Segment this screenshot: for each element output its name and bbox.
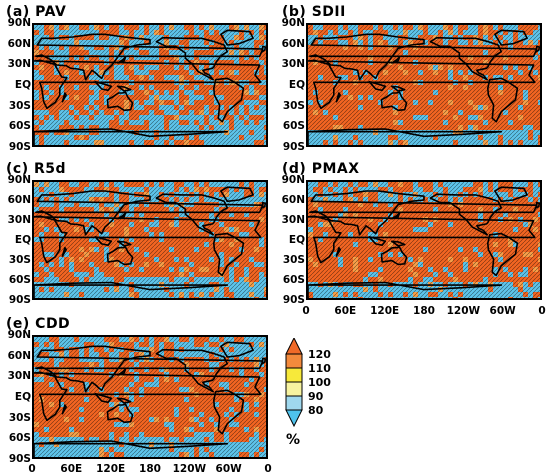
lat-tick-label: 60N <box>7 37 31 50</box>
lat-tick-label: 90S <box>8 294 31 306</box>
panel-title-b: (b) SDII <box>282 4 346 20</box>
lat-tick-label: 60N <box>7 194 31 206</box>
lon-tick-label: 180 <box>139 463 161 475</box>
lat-tick-label: 60S <box>8 274 31 286</box>
map-field <box>308 182 540 298</box>
colorbar-unit: % <box>286 432 301 448</box>
lat-tick-label: 30N <box>7 58 31 71</box>
map-panel-c <box>32 180 268 300</box>
lat-tick-label: 30S <box>8 99 31 112</box>
lat-tick-label: 30N <box>281 58 305 71</box>
lon-tick-label: 60W <box>215 463 242 475</box>
lat-tick-label: 90S <box>8 453 31 465</box>
lon-tick-label: 0 <box>28 463 36 475</box>
lat-tick-label: EQ <box>14 391 31 403</box>
lat-tick-label: 90N <box>281 174 305 186</box>
colorbar-label-100: 100 <box>308 376 331 389</box>
lat-tick-label: 30S <box>282 254 305 266</box>
map-field <box>308 25 540 145</box>
lon-tick-label: 120W <box>172 463 207 475</box>
lon-tick-label: 120W <box>446 305 481 317</box>
panel-title-c: (c) R5d <box>6 161 67 177</box>
lon-tick-label: 60W <box>489 305 516 317</box>
lon-tick-label: 60E <box>60 463 83 475</box>
lat-tick-label: 90S <box>282 294 305 306</box>
lon-tick-label: 120E <box>370 305 400 317</box>
lat-tick-label: 90N <box>7 17 31 29</box>
lat-tick-label: 90S <box>8 141 31 153</box>
lat-tick-label: 60S <box>282 274 305 286</box>
colorbar <box>285 338 303 428</box>
colorbar-label-80: 80 <box>308 404 324 417</box>
map-field <box>34 182 266 298</box>
colorbar-top-arrow <box>285 338 303 355</box>
lat-tick-label: 60S <box>8 432 31 445</box>
panel-title-e: (e) CDD <box>6 316 71 332</box>
colorbar-segment-90-100 <box>285 381 303 397</box>
colorbar-label-110: 110 <box>308 362 331 375</box>
colorbar-segment-100-110 <box>285 367 303 383</box>
colorbar-segment-110-120 <box>285 353 303 369</box>
lat-tick-label: 30S <box>282 99 305 112</box>
panel-title-d: (d) PMAX <box>282 161 360 177</box>
lat-tick-label: 90N <box>281 17 305 29</box>
lon-tick-label: 0 <box>538 305 546 317</box>
panel-title-a: (a) PAV <box>6 4 67 20</box>
map-panel-d <box>306 180 542 300</box>
lat-tick-label: 30N <box>7 370 31 383</box>
lat-tick-label: 30S <box>8 411 31 424</box>
lat-tick-label: 30S <box>8 254 31 266</box>
lat-tick-label: 60N <box>281 194 305 206</box>
map-panel-e <box>32 335 268 459</box>
colorbar-label-90: 90 <box>308 390 324 403</box>
lon-tick-label: 60E <box>334 305 357 317</box>
colorbar-bottom-arrow <box>285 409 303 428</box>
lon-tick-label: 180 <box>413 305 435 317</box>
lat-tick-label: EQ <box>288 234 305 246</box>
lat-tick-label: 60N <box>281 37 305 50</box>
lat-tick-label: 90N <box>7 174 31 186</box>
lon-tick-label: 0 <box>264 463 272 475</box>
lat-tick-label: EQ <box>14 234 31 246</box>
lat-tick-label: 60N <box>7 349 31 362</box>
map-panel-b <box>306 23 542 147</box>
lat-tick-label: EQ <box>288 79 305 91</box>
colorbar-label-120: 120 <box>308 348 331 361</box>
lon-tick-label: 0 <box>302 305 310 317</box>
lat-tick-label: 30N <box>7 214 31 226</box>
lat-tick-label: 30N <box>281 214 305 226</box>
map-field <box>34 337 266 457</box>
colorbar-segment-80-90 <box>285 395 303 411</box>
lon-tick-label: 120E <box>96 463 126 475</box>
lat-tick-label: 60S <box>8 120 31 133</box>
lat-tick-label: 90N <box>7 329 31 341</box>
map-field <box>34 25 266 145</box>
lat-tick-label: EQ <box>14 79 31 91</box>
map-panel-a <box>32 23 268 147</box>
lat-tick-label: 90S <box>282 141 305 153</box>
lat-tick-label: 60S <box>282 120 305 133</box>
